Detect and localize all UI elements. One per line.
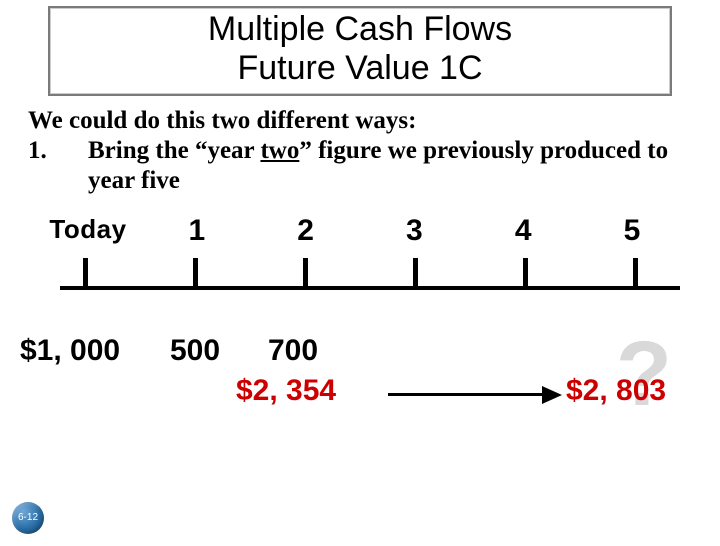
timeline-labels: Today 1 2 3 4 5 xyxy=(0,214,720,248)
amount-500: 500 xyxy=(170,334,220,368)
slide-number-badge: 6-12 xyxy=(12,502,44,534)
item-text-a: Bring the “year xyxy=(88,137,260,164)
title-box: Multiple Cash Flows Future Value 1C xyxy=(48,6,672,96)
amount-700: 700 xyxy=(268,334,318,368)
item-text: Bring the “year two” figure we previousl… xyxy=(88,136,692,196)
amounts-region: ? $1, 000 500 700 $2, 354 $2, 803 xyxy=(0,334,720,454)
timeline-axis xyxy=(60,286,680,290)
future-value: $2, 803 xyxy=(566,374,666,407)
timeline-tick xyxy=(193,258,198,290)
title-line-2: Future Value 1C xyxy=(58,49,662,88)
timeline-tick xyxy=(633,258,638,290)
body-text: We could do this two different ways: 1. … xyxy=(28,106,692,196)
timeline-label-5: 5 xyxy=(584,214,680,248)
timeline-tick xyxy=(523,258,528,290)
arrow-head xyxy=(542,386,562,404)
present-value: $2, 354 xyxy=(236,374,336,408)
item-number: 1. xyxy=(28,136,88,166)
timeline-tick xyxy=(303,258,308,290)
timeline-label-3: 3 xyxy=(366,214,462,248)
item-text-underlined: two xyxy=(260,137,299,164)
arrow-icon xyxy=(388,386,562,404)
timeline-label-1: 1 xyxy=(149,214,245,248)
timeline-label-2: 2 xyxy=(258,214,354,248)
timeline-label-today: Today xyxy=(40,214,136,248)
timeline: Today 1 2 3 4 5 xyxy=(0,214,720,304)
timeline-tick xyxy=(413,258,418,290)
timeline-tick xyxy=(83,258,88,290)
title-line-1: Multiple Cash Flows xyxy=(58,10,662,49)
timeline-label-4: 4 xyxy=(475,214,571,248)
amount-1000: $1, 000 xyxy=(20,334,120,368)
numbered-item: 1. Bring the “year two” figure we previo… xyxy=(28,136,692,196)
arrow-line xyxy=(388,393,542,396)
lead-sentence: We could do this two different ways: xyxy=(28,106,692,136)
